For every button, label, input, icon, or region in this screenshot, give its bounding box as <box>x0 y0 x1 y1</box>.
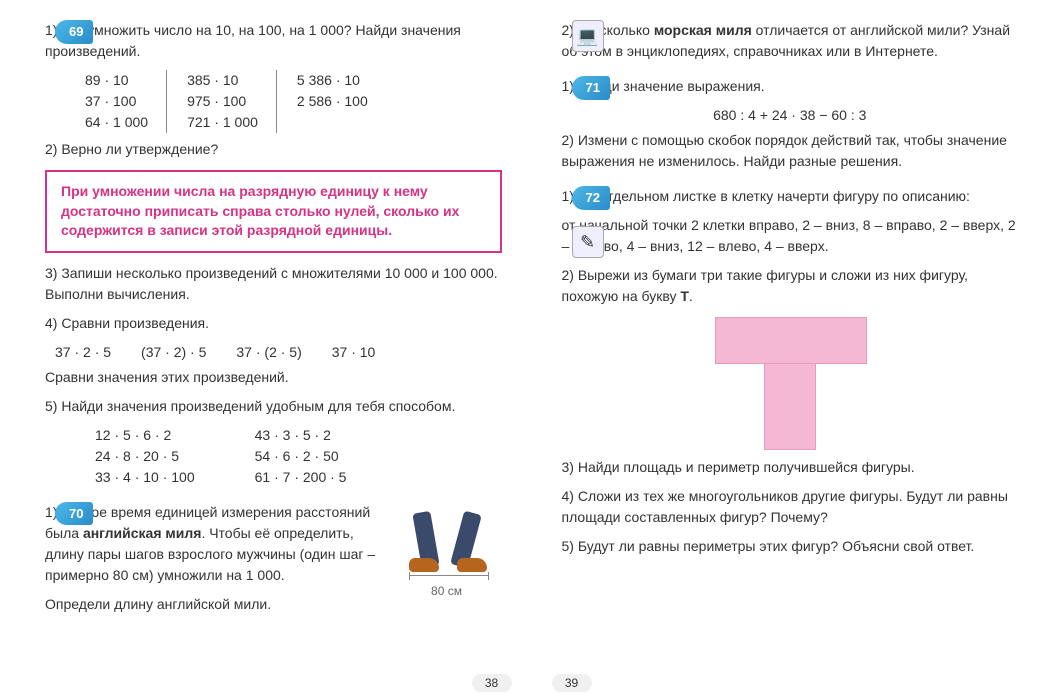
task-text: 1) Найди значение выражения. <box>562 76 1019 97</box>
product-columns: 89 · 10 37 · 100 64 · 1 000 385 · 10 975… <box>85 70 502 133</box>
expr: 24 · 8 · 20 · 5 <box>95 446 195 467</box>
task-text: 3) Найди площадь и периметр получившейся… <box>562 457 1019 478</box>
task-text: 2) На сколько морская миля отличается от… <box>562 20 1019 62</box>
task-text: 1) Как умножить число на 10, на 100, на … <box>45 20 502 62</box>
expr: 54 · 6 · 2 · 50 <box>255 446 347 467</box>
task-badge: 72 <box>572 186 610 210</box>
expr: 975 · 100 <box>187 91 258 112</box>
expr: 37 · (2 · 5) <box>236 342 301 363</box>
task-badge: 70 <box>55 502 93 526</box>
task-text: Сравни значения этих произведений. <box>45 367 502 388</box>
t-shape-figure <box>715 317 865 447</box>
col-2: 385 · 10 975 · 100 721 · 1 000 <box>187 70 277 133</box>
task-text: 3) Запиши несколько произведений с множи… <box>45 263 502 305</box>
expr: 385 · 10 <box>187 70 258 91</box>
compass-icon: ✎ <box>572 226 604 258</box>
task-72: 72 1) На отдельном листке в клетку начер… <box>562 186 1019 557</box>
expr-col: 43 · 3 · 5 · 2 54 · 6 · 2 · 50 61 · 7 · … <box>255 425 347 488</box>
expr: (37 · 2) · 5 <box>141 342 206 363</box>
expr: 37 · 2 · 5 <box>55 342 111 363</box>
task-69: 69 1) Как умножить число на 10, на 100, … <box>45 20 502 488</box>
task-text: 5) Найди значения произведений удобным д… <box>45 396 502 417</box>
expr-row: 37 · 2 · 5 (37 · 2) · 5 37 · (2 · 5) 37 … <box>55 342 502 363</box>
measure-label: 80 см <box>392 582 502 600</box>
page-number: 38 <box>472 674 512 692</box>
page-left: 69 1) Как умножить число на 10, на 100, … <box>0 0 532 700</box>
task-text: 4) Сложи из тех же многоугольников други… <box>562 486 1019 528</box>
expr: 89 · 10 <box>85 70 148 91</box>
task-text: 2) Измени с помощью скобок порядок дейст… <box>562 130 1019 172</box>
task-text: 4) Сравни произведения. <box>45 313 502 334</box>
expr: 680 : 4 + 24 · 38 − 60 : 3 <box>562 105 1019 126</box>
expr: 12 · 5 · 6 · 2 <box>95 425 195 446</box>
expr: 721 · 1 000 <box>187 112 258 133</box>
task-text: 5) Будут ли равны периметры этих фигур? … <box>562 536 1019 557</box>
task-text: 1) На отдельном листке в клетку начерти … <box>562 186 1019 207</box>
task-text: от начальной точки 2 клетки вправо, 2 – … <box>562 215 1019 257</box>
expr: 61 · 7 · 200 · 5 <box>255 467 347 488</box>
expr-col: 12 · 5 · 6 · 2 24 · 8 · 20 · 5 33 · 4 · … <box>95 425 195 488</box>
task-badge: 69 <box>55 20 93 44</box>
rule-box: При умножении числа на разрядную единицу… <box>45 170 502 253</box>
expr: 43 · 3 · 5 · 2 <box>255 425 347 446</box>
computer-icon: 💻 <box>572 20 604 52</box>
task-badge: 71 <box>572 76 610 100</box>
task-text: 2) Вырежи из бумаги три такие фигуры и с… <box>562 265 1019 307</box>
expr: 37 · 10 <box>332 342 376 363</box>
task-70-cont: 💻 2) На сколько морская миля отличается … <box>562 20 1019 62</box>
page-number: 39 <box>552 674 592 692</box>
task-text: 2) Верно ли утверждение? <box>45 139 502 160</box>
expr: 64 · 1 000 <box>85 112 148 133</box>
expr: 33 · 4 · 10 · 100 <box>95 467 195 488</box>
col-1: 89 · 10 37 · 100 64 · 1 000 <box>85 70 167 133</box>
task-71: 71 1) Найди значение выражения. 680 : 4 … <box>562 76 1019 172</box>
expr: 37 · 100 <box>85 91 148 112</box>
col-3: 5 386 · 10 2 586 · 100 <box>297 70 368 133</box>
expr: 5 386 · 10 <box>297 70 368 91</box>
expr-grid: 12 · 5 · 6 · 2 24 · 8 · 20 · 5 33 · 4 · … <box>95 425 502 488</box>
expr: 2 586 · 100 <box>297 91 368 112</box>
page-right: 💻 2) На сколько морская миля отличается … <box>532 0 1063 700</box>
legs-figure: 80 см <box>392 502 502 600</box>
task-70: 70 80 см 1) Долгое время единицей измере… <box>45 502 502 623</box>
